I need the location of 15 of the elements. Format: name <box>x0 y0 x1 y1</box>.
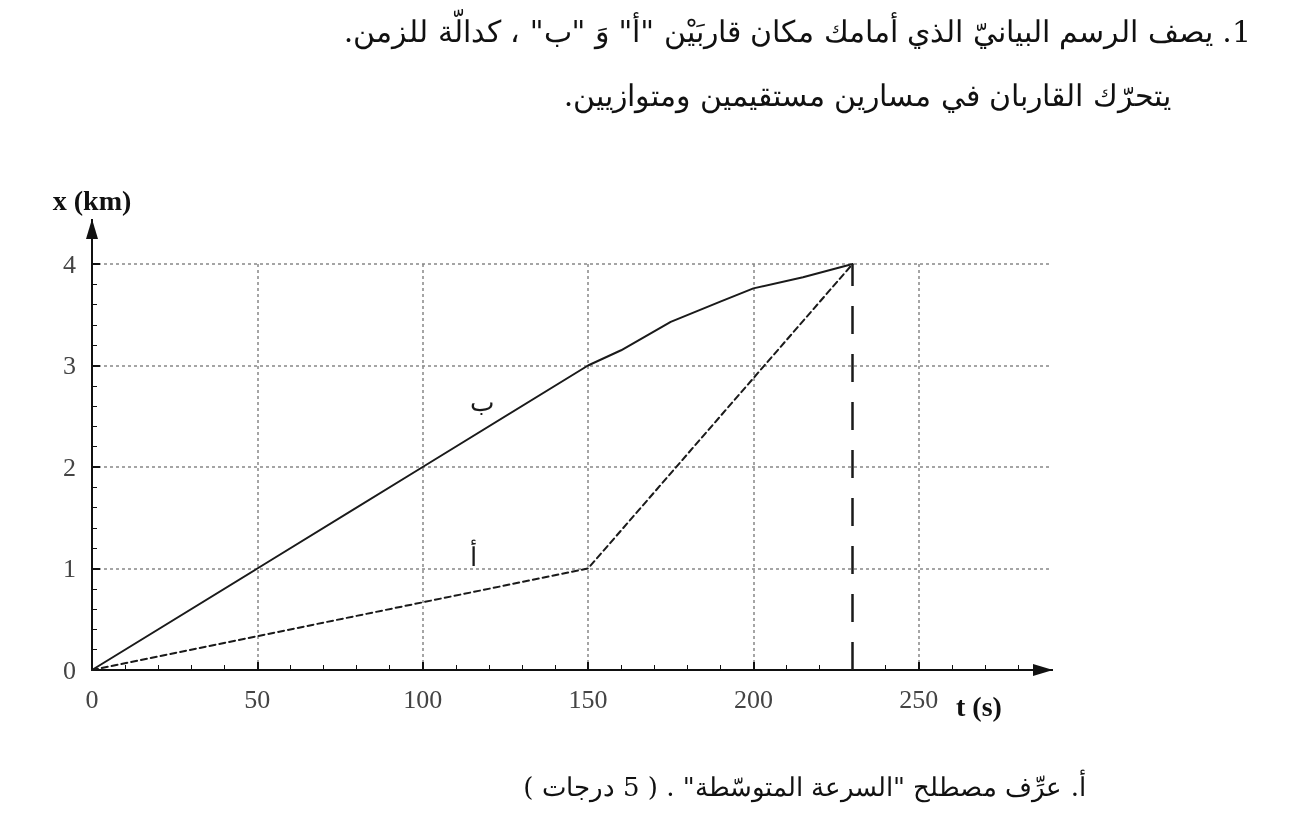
y-tick-label: 4 <box>63 249 76 279</box>
x-axis-title: t (s) <box>956 690 1002 722</box>
x-tick-label: 150 <box>568 684 608 714</box>
x-tick-label: 50 <box>244 684 271 714</box>
y-axis-title: x (km) <box>52 184 132 216</box>
x-tick-label: 100 <box>403 684 443 714</box>
y-tick-label: 2 <box>63 452 76 482</box>
x-tick-label: 0 <box>85 684 99 714</box>
y-tick-label: 3 <box>63 351 76 380</box>
chart-subtitle: يتحرّك القاربان في مسارين مستقيمين ومتوازيين. <box>563 78 1171 113</box>
y-tick-label: 0 <box>63 655 76 685</box>
y-tick-label: 1 <box>63 554 76 583</box>
x-tick-label: 250 <box>899 684 939 714</box>
series-label: ب <box>470 386 495 417</box>
x-tick-label: 200 <box>733 684 773 714</box>
